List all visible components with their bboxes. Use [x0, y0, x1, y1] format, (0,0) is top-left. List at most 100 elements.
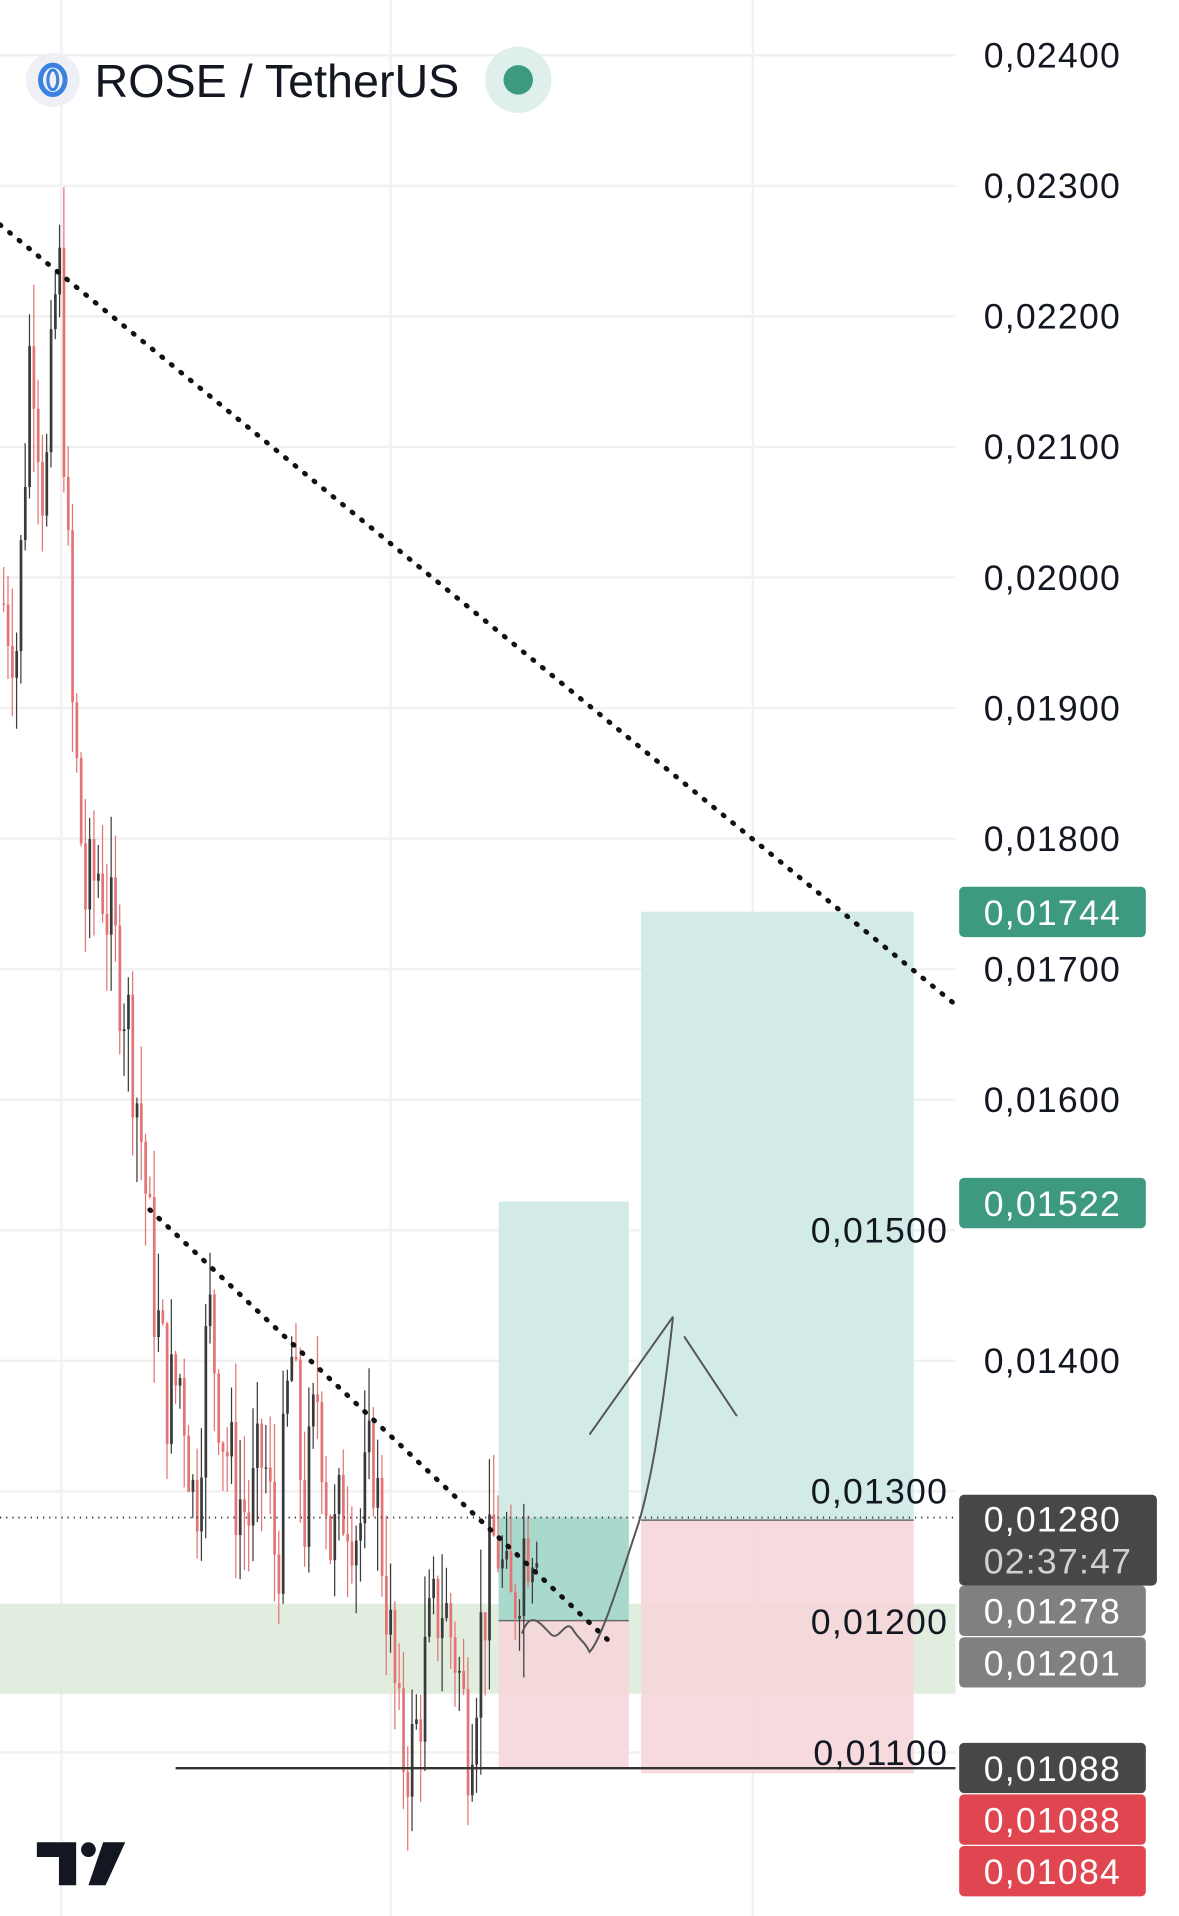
candle-body	[36, 408, 40, 463]
symbol-title: ROSE / TetherUS	[95, 55, 460, 107]
axis-tick-label: 0,01900	[984, 688, 1121, 728]
price-tag	[959, 1637, 1146, 1688]
candle-body	[6, 604, 10, 647]
price-tag-label: 0,01088	[984, 1800, 1121, 1840]
candle-body	[385, 1575, 388, 1635]
candle-body	[144, 1141, 148, 1194]
candle-body	[307, 1426, 311, 1547]
candle-body	[462, 1670, 466, 1689]
candle-body	[75, 702, 79, 759]
price-tag-label: 0,01084	[984, 1852, 1121, 1892]
candle-body	[320, 1401, 324, 1483]
candle-body	[286, 1380, 289, 1414]
candle-body	[19, 540, 23, 652]
candle-body	[505, 1550, 509, 1560]
candle-body	[213, 1294, 216, 1374]
candle-body	[432, 1578, 436, 1599]
candle-body	[182, 1378, 186, 1436]
drawings[interactable]	[0, 222, 958, 1770]
axis-tick-label: 0,01100	[813, 1733, 948, 1773]
price-tag	[959, 1177, 1146, 1229]
candle-body	[428, 1598, 431, 1637]
candle-body	[436, 1578, 440, 1639]
candle-body	[140, 1103, 143, 1142]
candle-body	[376, 1478, 380, 1508]
price-tag-label: 0,01522	[984, 1184, 1121, 1224]
axis-tick-label: 0,01300	[811, 1472, 948, 1512]
candle-body	[191, 1479, 195, 1492]
axis-tick-label: 0,02000	[984, 558, 1121, 598]
candle-body	[105, 913, 109, 935]
candle-body	[200, 1477, 203, 1532]
candle-body	[49, 329, 53, 453]
candle-body	[492, 1514, 496, 1536]
candle-body	[488, 1514, 491, 1641]
candle-body	[148, 1193, 152, 1197]
candle-body	[230, 1422, 233, 1457]
candle-body	[118, 925, 122, 1032]
candle-body	[225, 1451, 229, 1457]
price-tag-label: 0,01278	[984, 1592, 1121, 1632]
position-tools[interactable]	[498, 911, 914, 1774]
position-profit-zone[interactable]	[641, 911, 914, 1521]
candle-body	[380, 1478, 384, 1576]
candle-body	[419, 1719, 423, 1742]
price-tag	[959, 1585, 1146, 1636]
candle-body	[195, 1479, 199, 1532]
price-tag-label: 0,01088	[984, 1749, 1121, 1789]
bar-countdown-label: 02:37:47	[984, 1541, 1132, 1581]
hand-drawn-projection[interactable]	[521, 1316, 674, 1654]
candle-body	[316, 1394, 319, 1402]
candle-body	[496, 1535, 500, 1569]
candle-body	[483, 1612, 487, 1641]
candle-body	[294, 1356, 298, 1360]
price-axis[interactable]: 0,02400 0,02300 0,02200 0,02100 0,02000 0,019…	[811, 36, 1121, 1773]
candle-body	[526, 1538, 530, 1583]
candle-body	[277, 1554, 281, 1594]
arrow-icon	[588, 1316, 738, 1436]
candle-body	[354, 1540, 358, 1566]
candle-body	[97, 873, 100, 881]
current-price-label: 0,01280	[984, 1500, 1121, 1540]
trendline-lower[interactable]	[147, 1207, 617, 1649]
axis-tick-label: 0,02200	[984, 297, 1121, 337]
position-loss-zone[interactable]	[641, 1520, 914, 1774]
candle-body	[311, 1394, 315, 1427]
candle-body	[23, 487, 27, 541]
price-tag-label: 0,01744	[984, 893, 1121, 933]
candle-body	[445, 1603, 448, 1619]
candle-body	[346, 1533, 350, 1542]
price-tags: 0,01744 0,01522 0,01278 0,01201 0,01088 0,010…	[959, 886, 1157, 1897]
candle-body	[333, 1514, 337, 1561]
axis-tick-label: 0,01700	[984, 949, 1121, 989]
candle-body	[256, 1423, 259, 1468]
candle-body	[303, 1479, 307, 1547]
candle-body	[84, 843, 87, 910]
symbol-header[interactable]: ROSE / TetherUS	[25, 46, 552, 113]
candle-body	[501, 1559, 504, 1569]
candle-body	[2, 603, 6, 605]
candle-body	[458, 1670, 461, 1673]
candle-body	[290, 1356, 294, 1381]
candle-body	[440, 1618, 444, 1639]
candle-body	[423, 1636, 427, 1742]
candle-body	[135, 1103, 139, 1118]
candle-body	[535, 1563, 539, 1568]
candle-body	[260, 1423, 264, 1468]
trendline-upper[interactable]	[0, 222, 958, 1008]
candle-body	[15, 651, 19, 678]
oasis-rose-logo-icon	[25, 52, 80, 107]
tradingview-logo-icon[interactable]	[36, 1842, 126, 1886]
candle-body	[131, 994, 135, 1118]
candle-body	[79, 758, 83, 844]
candle-body	[509, 1550, 513, 1592]
candle-body	[363, 1452, 367, 1524]
price-tag	[959, 1794, 1146, 1845]
candle-body	[268, 1467, 272, 1482]
candle-body	[157, 1310, 160, 1338]
candle-body	[122, 1029, 126, 1032]
candle-body	[518, 1615, 521, 1619]
candle-body	[54, 294, 57, 330]
position-loss-zone[interactable]	[498, 1620, 629, 1769]
